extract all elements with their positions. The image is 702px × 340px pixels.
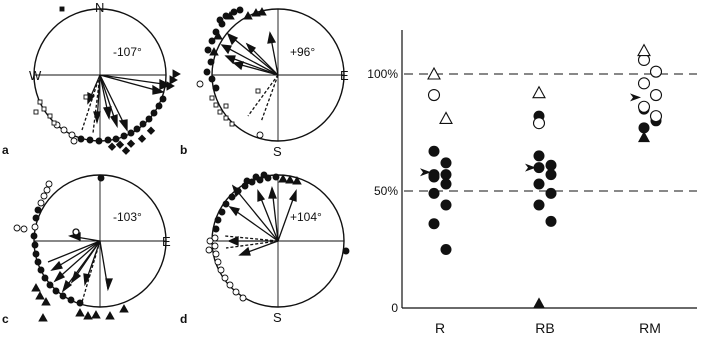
filled-circle-point bbox=[533, 199, 545, 211]
panel-c-east-label: E bbox=[162, 234, 171, 249]
panel-d-vectors bbox=[224, 184, 297, 256]
panel-d-south-label: S bbox=[273, 310, 282, 325]
filled-triangle-point bbox=[638, 131, 650, 143]
panel-a-angle-label: -107° bbox=[113, 45, 142, 59]
panel-c-markers bbox=[13, 174, 129, 322]
open-triangle-point bbox=[439, 111, 453, 125]
filled-circle-point bbox=[533, 150, 545, 162]
filled-circle-point bbox=[638, 122, 650, 134]
panel-a-vectors bbox=[81, 74, 172, 134]
filled-triangle-point bbox=[533, 297, 545, 309]
open-triangle-point bbox=[532, 85, 546, 99]
panel-a-letter: a bbox=[2, 143, 9, 157]
panel-b: E S +96° b bbox=[180, 6, 349, 159]
x-ticks: R RB RM bbox=[435, 320, 661, 336]
reference-lines bbox=[404, 73, 697, 192]
filled-circle-point bbox=[545, 215, 557, 227]
panel-c-vectors bbox=[47, 228, 113, 303]
open-circle-point bbox=[649, 65, 663, 78]
panel-d-letter: d bbox=[180, 312, 187, 326]
open-triangle-point bbox=[427, 66, 441, 80]
filled-circle-point bbox=[545, 169, 557, 181]
panel-b-letter: b bbox=[180, 143, 187, 157]
open-circle-point bbox=[649, 89, 663, 102]
panel-c-letter: c bbox=[2, 312, 9, 326]
y-ticks: 0 50% 100% bbox=[367, 67, 398, 315]
panel-b-angle-label: +96° bbox=[290, 45, 315, 59]
open-circle-point bbox=[649, 110, 663, 123]
panel-c-angle-label: -103° bbox=[113, 210, 142, 224]
filled-circle-point bbox=[428, 187, 440, 199]
panel-a-markers bbox=[33, 6, 181, 155]
y-tick-label: 50% bbox=[374, 184, 398, 198]
filled-circle-point bbox=[428, 171, 440, 183]
x-tick-label-rm: RM bbox=[639, 320, 661, 336]
median-arrowhead-point bbox=[630, 93, 641, 102]
dot-plot: 0 50% 100% R RB RM bbox=[367, 30, 697, 336]
filled-circle-point bbox=[545, 159, 557, 171]
panel-a-north-label: N bbox=[95, 0, 104, 15]
x-tick-label-rb: RB bbox=[535, 320, 554, 336]
panel-b-east-label: E bbox=[340, 68, 349, 83]
panel-a: N W -107° a bbox=[2, 0, 181, 157]
filled-circle-point bbox=[440, 199, 452, 211]
panel-d-angle-label: +104° bbox=[290, 210, 322, 224]
filled-circle-point bbox=[440, 178, 452, 190]
median-arrowhead-point bbox=[420, 168, 431, 177]
filled-circle-point bbox=[428, 145, 440, 157]
panel-b-vectors bbox=[220, 31, 279, 123]
filled-circle-point bbox=[428, 218, 440, 230]
y-tick-label: 0 bbox=[391, 301, 398, 315]
filled-circle-point bbox=[440, 244, 452, 255]
filled-circle-point bbox=[440, 169, 452, 181]
panel-d-markers bbox=[205, 171, 350, 302]
open-circle-point bbox=[532, 117, 546, 130]
panel-b-markers bbox=[196, 6, 267, 139]
filled-circle-point bbox=[533, 178, 545, 190]
x-tick-label-r: R bbox=[435, 320, 445, 336]
panel-a-west-label: W bbox=[29, 68, 42, 83]
median-arrowhead-point bbox=[525, 163, 536, 172]
y-tick-label: 100% bbox=[367, 67, 398, 81]
panel-b-south-label: S bbox=[273, 144, 282, 159]
filled-circle-point bbox=[533, 162, 545, 174]
panel-d: S +104° d bbox=[180, 171, 350, 326]
open-circle-point bbox=[427, 89, 441, 102]
open-triangle-point bbox=[637, 43, 651, 57]
panel-c: E -103° c bbox=[2, 174, 171, 326]
filled-circle-point bbox=[545, 187, 557, 199]
data-marks bbox=[420, 43, 663, 309]
filled-circle-point bbox=[440, 157, 452, 169]
open-circle-point bbox=[637, 77, 651, 90]
open-circle-point bbox=[637, 100, 651, 113]
